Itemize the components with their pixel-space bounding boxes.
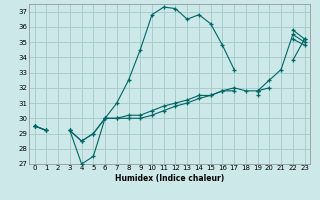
X-axis label: Humidex (Indice chaleur): Humidex (Indice chaleur) <box>115 174 224 183</box>
